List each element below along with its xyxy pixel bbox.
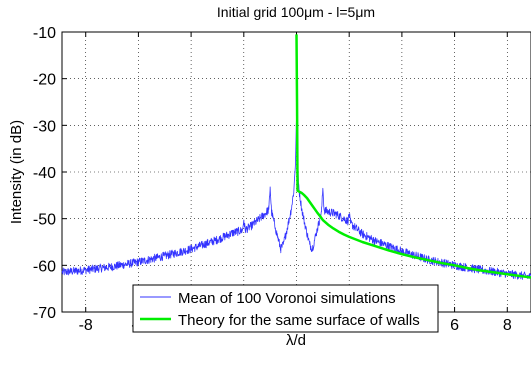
y-tick-label: -20 <box>33 72 56 89</box>
y-tick-label: -10 <box>33 25 56 42</box>
series-layer <box>61 34 531 280</box>
y-tick-label: -30 <box>33 118 56 135</box>
legend-box <box>132 284 439 333</box>
legend-label-voronoi: Mean of 100 Voronoi simulations <box>178 290 396 307</box>
y-axis-ticks: -70 -60 -50 -40 -30 -20 -10 <box>33 25 67 322</box>
x-axis-label: λ/d <box>286 332 306 349</box>
y-tick-label: -40 <box>33 165 56 182</box>
y-tick-label: -50 <box>33 212 56 229</box>
y-tick-label: -60 <box>33 258 56 275</box>
chart-title: Initial grid 100μm - l=5μm <box>217 4 375 20</box>
legend-label-theory: Theory for the same surface of walls <box>178 312 420 329</box>
series-line-1 <box>295 34 531 279</box>
x-tick-label: 6 <box>450 317 459 334</box>
x-tick-label: -8 <box>79 317 93 334</box>
y-tick-label: -70 <box>33 305 56 322</box>
x-tick-label: 8 <box>503 317 512 334</box>
y-axis-label: Intensity (in dB) <box>8 120 25 224</box>
legend: Mean of 100 Voronoi simulations Theory f… <box>132 284 439 333</box>
